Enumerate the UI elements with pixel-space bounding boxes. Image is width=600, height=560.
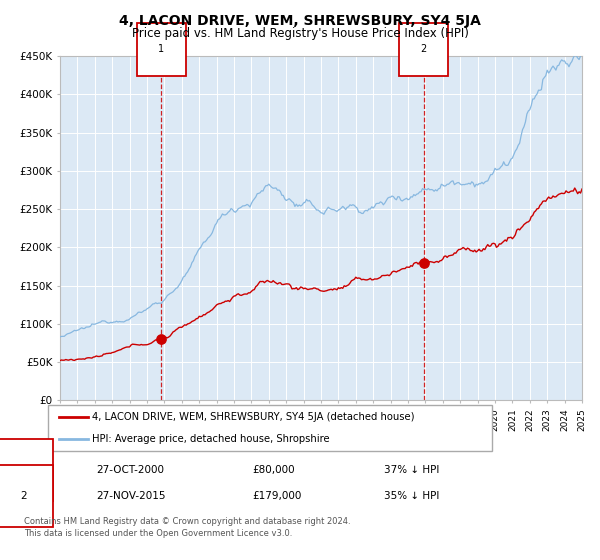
Text: 1: 1 — [20, 465, 28, 475]
Text: 27-OCT-2000: 27-OCT-2000 — [96, 465, 164, 475]
Text: 1: 1 — [158, 44, 164, 54]
Text: 37% ↓ HPI: 37% ↓ HPI — [384, 465, 439, 475]
Text: 4, LACON DRIVE, WEM, SHREWSBURY, SY4 5JA: 4, LACON DRIVE, WEM, SHREWSBURY, SY4 5JA — [119, 14, 481, 28]
Text: 35% ↓ HPI: 35% ↓ HPI — [384, 491, 439, 501]
Point — [419, 259, 428, 268]
Text: £80,000: £80,000 — [252, 465, 295, 475]
Text: 2: 2 — [20, 491, 28, 501]
Text: 2: 2 — [421, 44, 427, 54]
Text: Price paid vs. HM Land Registry's House Price Index (HPI): Price paid vs. HM Land Registry's House … — [131, 27, 469, 40]
Text: Contains HM Land Registry data © Crown copyright and database right 2024.: Contains HM Land Registry data © Crown c… — [24, 517, 350, 526]
Text: 4, LACON DRIVE, WEM, SHREWSBURY, SY4 5JA (detached house): 4, LACON DRIVE, WEM, SHREWSBURY, SY4 5JA… — [92, 412, 415, 422]
Text: This data is licensed under the Open Government Licence v3.0.: This data is licensed under the Open Gov… — [24, 529, 292, 538]
Point — [157, 335, 166, 344]
FancyBboxPatch shape — [48, 405, 492, 451]
Text: HPI: Average price, detached house, Shropshire: HPI: Average price, detached house, Shro… — [92, 435, 330, 444]
Text: £179,000: £179,000 — [252, 491, 301, 501]
Text: 27-NOV-2015: 27-NOV-2015 — [96, 491, 166, 501]
